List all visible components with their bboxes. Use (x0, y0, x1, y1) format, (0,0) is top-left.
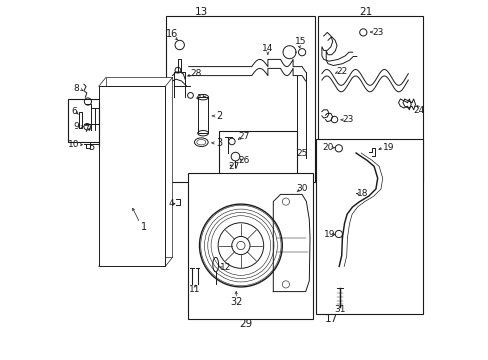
Text: 5: 5 (88, 141, 94, 152)
Text: 25: 25 (296, 149, 307, 158)
Text: 1: 1 (141, 222, 146, 232)
Text: 21: 21 (359, 6, 372, 17)
Text: 26: 26 (238, 156, 250, 165)
Text: 15: 15 (294, 37, 305, 46)
Text: 10: 10 (68, 140, 79, 149)
Text: 32: 32 (229, 297, 242, 307)
Text: 16: 16 (166, 29, 178, 39)
Text: 22: 22 (336, 68, 347, 77)
Text: 4: 4 (169, 199, 174, 208)
Text: 14: 14 (262, 44, 273, 53)
Text: 7: 7 (83, 125, 89, 134)
Text: 23: 23 (342, 115, 353, 124)
Text: 15: 15 (197, 94, 208, 103)
Bar (197, 97, 208, 133)
Text: 24: 24 (413, 107, 424, 115)
Text: 19: 19 (382, 143, 393, 152)
Text: 8: 8 (73, 84, 79, 93)
Text: 2: 2 (216, 111, 222, 121)
Text: 11: 11 (189, 285, 201, 294)
Text: 28: 28 (190, 69, 201, 78)
Bar (318, 16, 422, 182)
Text: 9: 9 (73, 122, 79, 131)
Text: 18: 18 (356, 189, 367, 198)
Bar (166, 16, 314, 182)
Text: 17: 17 (325, 314, 338, 324)
Text: 12: 12 (220, 263, 231, 271)
Bar (316, 139, 422, 314)
Text: 20: 20 (322, 143, 333, 152)
Text: 30: 30 (296, 184, 307, 193)
Text: 6: 6 (72, 107, 77, 116)
Text: 13: 13 (194, 6, 207, 17)
Bar (99, 86, 165, 266)
Text: 31: 31 (333, 305, 345, 314)
Text: 19: 19 (324, 230, 335, 239)
Text: 3: 3 (216, 138, 222, 148)
Bar (219, 131, 296, 175)
Text: 23: 23 (371, 27, 383, 36)
Text: 29: 29 (239, 319, 252, 329)
Text: 27: 27 (238, 132, 250, 141)
Bar (106, 77, 172, 257)
Bar (188, 173, 312, 319)
Bar (68, 99, 114, 142)
Text: 27: 27 (227, 162, 239, 171)
